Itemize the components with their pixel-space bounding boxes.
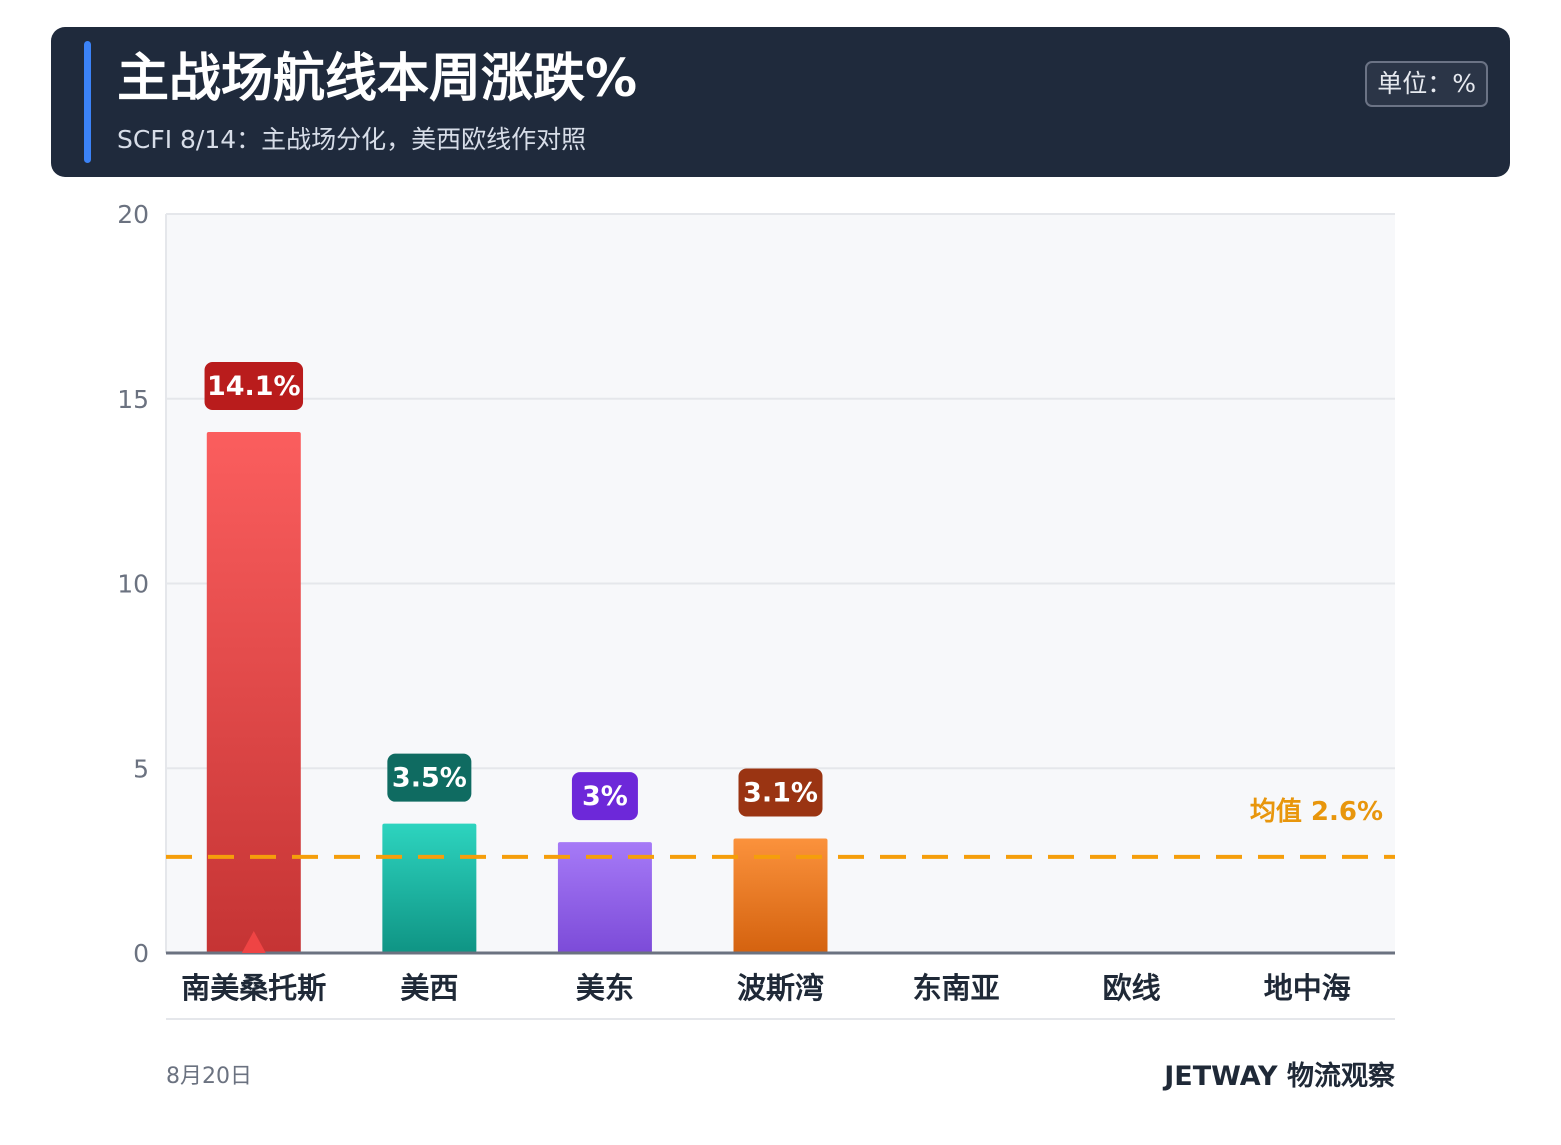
x-category-label: 美东 [576, 971, 634, 1005]
page-title: 主战场航线本周涨跌% [117, 49, 638, 109]
bar [557, 842, 652, 953]
y-tick-label: 20 [117, 200, 149, 229]
x-category-label: 波斯湾 [737, 971, 824, 1005]
average-label: 均值 2.6% [1250, 797, 1383, 827]
value-label-badge [204, 362, 304, 411]
value-label-badge [571, 772, 638, 821]
x-category-label: 美西 [400, 971, 458, 1005]
page-subtitle: SCFI 8/14：主战场分化，美西欧线作对照 [117, 125, 587, 154]
y-tick-label: 10 [117, 570, 149, 599]
x-category-label: 东南亚 [913, 971, 1000, 1005]
header-banner: 主战场航线本周涨跌% SCFI 8/14：主战场分化，美西欧线作对照 单位：% [51, 27, 1510, 177]
x-category-label: 欧线 [1103, 971, 1161, 1005]
value-label-badge [387, 753, 472, 802]
accent-bar [84, 41, 91, 163]
y-tick-label: 5 [133, 754, 149, 783]
bar [382, 823, 477, 953]
value-label: 3% [582, 781, 628, 812]
value-label: 14.1% [207, 371, 301, 402]
highlight-marker-icon [241, 931, 266, 953]
y-tick-label: 15 [117, 385, 149, 414]
value-label: 3.1% [743, 777, 818, 808]
bar [206, 432, 301, 953]
bar [733, 838, 828, 953]
x-category-label: 地中海 [1264, 971, 1351, 1005]
footer-date: 8月20日 [166, 1064, 252, 1089]
footer-brand: JETWAY 物流观察 [1164, 1061, 1395, 1092]
value-label: 3.5% [392, 763, 467, 794]
value-label-badge [738, 768, 823, 817]
y-tick-label: 0 [133, 939, 149, 968]
x-category-label: 南美桑托斯 [181, 971, 326, 1005]
unit-badge: 单位：% [1365, 61, 1488, 107]
